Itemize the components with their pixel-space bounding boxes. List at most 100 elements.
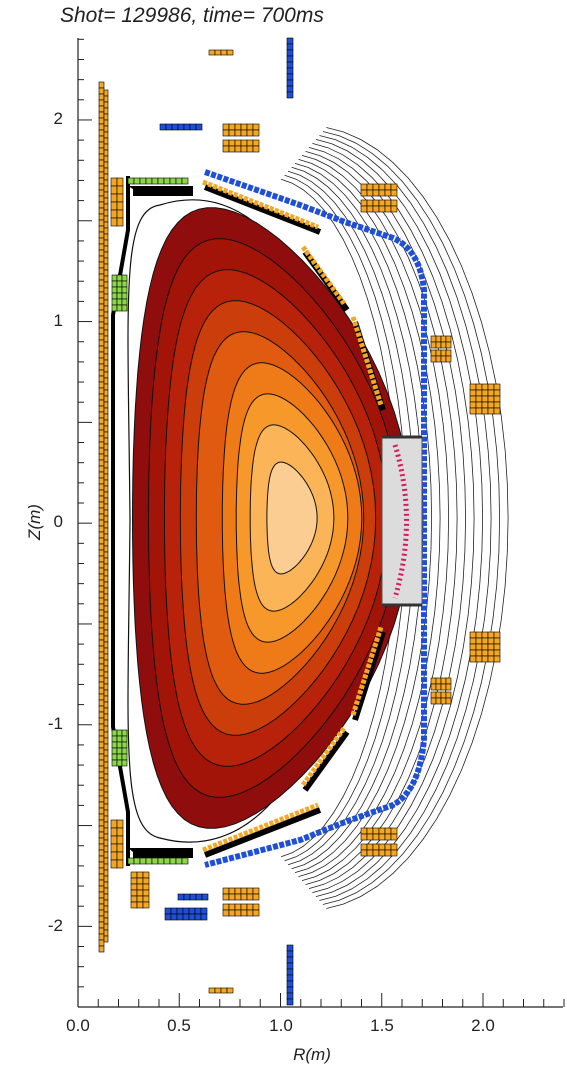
coil-pf-bot-3 — [360, 827, 398, 841]
central-solenoid-2-cell — [103, 371, 109, 379]
central-solenoid-cell — [98, 879, 105, 887]
coil-upper-inner-cell — [116, 177, 124, 187]
central-solenoid-2-cell — [103, 317, 109, 325]
blue-rod-bot — [286, 944, 294, 1006]
blue-bot-1-cell — [176, 907, 184, 915]
coil-out-3 — [469, 383, 501, 415]
green-tile-upper-wall-cell — [111, 304, 118, 312]
central-solenoid-cell — [98, 183, 105, 191]
central-solenoid-2-cell — [103, 773, 109, 781]
central-solenoid-cell — [98, 207, 105, 215]
coil-pf-top-1-cell — [246, 123, 254, 131]
central-solenoid-2-cell — [103, 581, 109, 589]
coil-pf-top-1-cell — [222, 123, 230, 131]
blue-rod-top-cell — [286, 85, 294, 93]
coil-pf-top-4-cell — [372, 205, 380, 213]
central-solenoid-2-cell — [103, 545, 109, 553]
central-solenoid-cell — [98, 639, 105, 647]
green-tile-upper-wall-cell — [111, 274, 118, 282]
central-solenoid-2-cell — [103, 845, 109, 853]
blue-rod-bot-cell — [286, 992, 294, 1000]
coil-out-3-cell — [469, 407, 477, 415]
coil-pf-top-2-cell — [228, 139, 236, 147]
coil-pf-top-1-cell — [228, 123, 236, 131]
central-solenoid-2-cell — [103, 269, 109, 277]
green-tile-lower-wall-cell — [111, 753, 118, 761]
coil-pf-top-2-cell — [222, 145, 230, 153]
green-tile-bot-cell — [181, 857, 189, 865]
central-solenoid-cell — [98, 453, 105, 461]
coil-out-4-cell — [487, 643, 495, 651]
green-tile-top-cell — [175, 177, 183, 185]
central-solenoid-cell — [98, 783, 105, 791]
central-solenoid-2-cell — [103, 419, 109, 427]
central-solenoid-cell — [98, 891, 105, 899]
blue-bot-2-cell — [183, 893, 191, 901]
coil-pf-top-2-cell — [234, 139, 242, 147]
coil-bot-small-cell — [208, 987, 216, 994]
central-solenoid-cell — [98, 339, 105, 347]
central-solenoid-2-cell — [103, 479, 109, 487]
coil-lower-inner-2-cell — [142, 889, 150, 897]
coil-out-4-cell — [493, 655, 501, 663]
central-solenoid-2-cell — [103, 287, 109, 295]
coil-out-2 — [430, 349, 452, 363]
coil-out-5-cell — [445, 677, 452, 685]
coil-out-3-cell — [487, 383, 495, 391]
central-solenoid-cell — [98, 393, 105, 401]
antenna-strap — [392, 444, 409, 599]
coil-pf-top-1-cell — [246, 129, 254, 137]
coil-pf-top-2-cell — [252, 145, 260, 153]
blue-rod-top-cell — [286, 91, 294, 99]
central-solenoid-2-cell — [103, 491, 109, 499]
central-solenoid-2-cell — [103, 623, 109, 631]
coil-pf-bot-4-cell — [390, 843, 398, 851]
upper-plate-2-tiles — [350, 316, 384, 406]
central-solenoid-2-cell — [103, 695, 109, 703]
coil-lower-inner-2-cell — [130, 877, 138, 885]
coil-pf-bot-1-cell — [228, 887, 236, 895]
upper-baffle-tiles — [202, 179, 319, 230]
green-tile-bot-cell — [169, 857, 177, 865]
coil-out-2-cell — [440, 355, 447, 363]
coil-pf-top-4-cell — [378, 199, 386, 207]
coil-out-4-cell — [487, 631, 495, 639]
coil-out-4-cell — [469, 637, 477, 645]
central-solenoid-cell — [98, 813, 105, 821]
central-solenoid-cell — [98, 741, 105, 749]
central-solenoid-cell — [98, 405, 105, 413]
central-solenoid-2-cell — [103, 305, 109, 313]
green-tile-bot-cell — [133, 857, 141, 865]
central-solenoid-2-cell — [103, 461, 109, 469]
coil-out-1-cell — [435, 341, 442, 349]
central-solenoid-2-cell — [103, 323, 109, 331]
central-solenoid-cell — [98, 297, 105, 305]
coil-lower-inner-2-cell — [142, 877, 150, 885]
green-tile-lower-wall-cell — [116, 741, 123, 749]
blue-bot-1-cell — [194, 913, 202, 921]
coil-out-5-cell — [435, 683, 442, 691]
central-solenoid-cell — [98, 447, 105, 455]
blue-rod-bot-cell — [286, 962, 294, 970]
central-solenoid-cell — [98, 561, 105, 569]
coil-pf-bot-4-cell — [366, 843, 374, 851]
lower-plate-1 — [302, 730, 350, 792]
blue-rod-bot-cell — [286, 998, 294, 1006]
central-solenoid-2-cell — [103, 779, 109, 787]
coil-upper-inner-cell — [110, 193, 118, 203]
central-solenoid-2-cell — [103, 161, 109, 169]
central-solenoid-2-cell — [103, 539, 109, 547]
coil-out-4-cell — [481, 649, 489, 657]
green-tile-top-cell — [151, 177, 159, 185]
coil-pf-bot-2-cell — [222, 909, 230, 917]
coil-upper-inner-cell — [116, 209, 124, 219]
green-tile-top-cell — [181, 177, 189, 185]
blue-bot-1-cell — [200, 907, 208, 915]
central-solenoid-2-cell — [103, 95, 109, 103]
blue-rod-bot-cell — [286, 974, 294, 982]
coil-pf-bot-1-cell — [246, 887, 254, 895]
coil-pf-bot-4-cell — [372, 843, 380, 851]
coil-pf-top-4 — [360, 199, 398, 213]
coil-pf-top-1-cell — [228, 129, 236, 137]
coil-pf-top-4-cell — [390, 199, 398, 207]
